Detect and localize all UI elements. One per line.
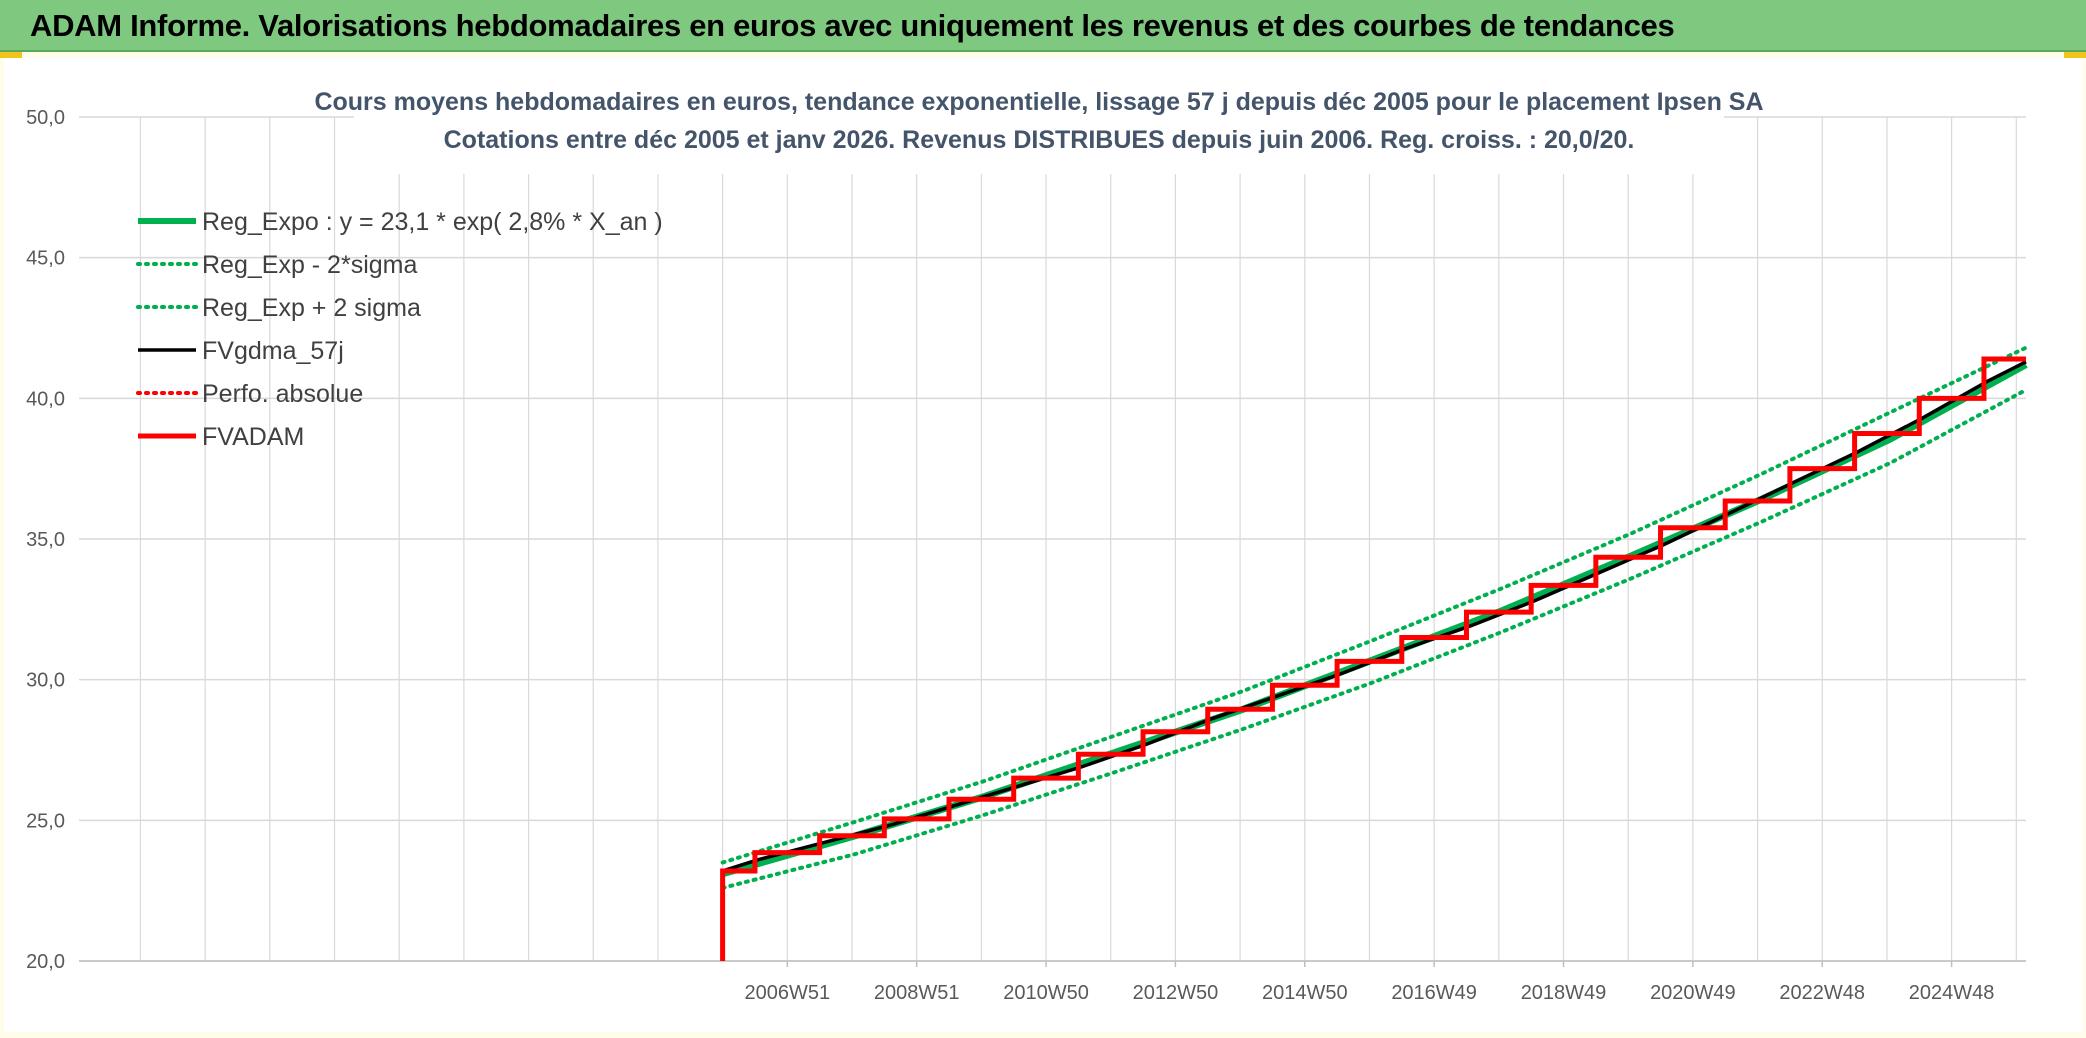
x-tick-label: 2010W50 [1003, 982, 1089, 1004]
chart-title-line-2: Cotations entre déc 2005 et janv 2026. R… [444, 126, 1635, 154]
legend-label-reg_plus: Reg_Exp + 2 sigma [202, 294, 421, 322]
series-line-reg_minus [720, 387, 2028, 890]
series-line-fvgdma [722, 360, 2027, 873]
corner-mark-right [2064, 52, 2086, 58]
x-tick-label: 2022W48 [1779, 982, 1865, 1004]
series-line-reg_plus [720, 345, 2028, 865]
axes: 20,0 25,0 30,0 35,0 40,0 45,0 50,0 2006W51 2008W… [26, 107, 2026, 1004]
x-tick-label: 2018W49 [1521, 982, 1607, 1004]
x-tick-label: 2016W49 [1391, 982, 1477, 1004]
grid [79, 116, 2026, 962]
corner-mark-left [0, 52, 22, 58]
y-tick-label: 25,0 [26, 810, 65, 832]
x-tick-label: 2006W51 [744, 982, 830, 1004]
y-tick-label: 45,0 [26, 248, 65, 270]
x-tick-label: 2020W49 [1650, 982, 1736, 1004]
chart-title-line-1: Cours moyens hebdomadaires en euros, ten… [314, 88, 1763, 116]
legend-label-fvgdma: FVgdma_57j [202, 337, 344, 365]
legend: Reg_Expo : y = 23,1 * exp( 2,8% * X_an )… [136, 208, 663, 451]
y-tick-label: 20,0 [26, 951, 65, 973]
y-tick-label: 30,0 [26, 670, 65, 692]
chart-title-background [354, 80, 1724, 174]
chart-area: Cours moyens hebdomadaires en euros, ten… [4, 58, 2082, 1032]
x-tick-label: 2012W50 [1133, 982, 1219, 1004]
x-tick-label: 2008W51 [874, 982, 960, 1004]
legend-label-fvadam: FVADAM [202, 423, 304, 451]
x-tick-label: 2014W50 [1262, 982, 1348, 1004]
legend-label-reg_expo: Reg_Expo : y = 23,1 * exp( 2,8% * X_an ) [202, 208, 663, 236]
plot-series [720, 345, 2028, 961]
x-tick-label: 2024W48 [1909, 982, 1995, 1004]
chart-title: Cours moyens hebdomadaires en euros, ten… [314, 80, 1764, 174]
chart: Cours moyens hebdomadaires en euros, ten… [26, 80, 2028, 1004]
series-line-fvadam [720, 356, 2026, 961]
y-tick-label: 35,0 [26, 529, 65, 551]
report-title: ADAM Informe. Valorisations hebdomadaire… [30, 8, 1675, 43]
y-tick-label: 50,0 [26, 107, 65, 129]
legend-label-perfo: Perfo. absolue [202, 380, 363, 408]
y-tick-label: 40,0 [26, 388, 65, 410]
report-banner: ADAM Informe. Valorisations hebdomadaire… [0, 0, 2086, 52]
legend-label-reg_minus: Reg_Exp - 2*sigma [202, 251, 417, 279]
